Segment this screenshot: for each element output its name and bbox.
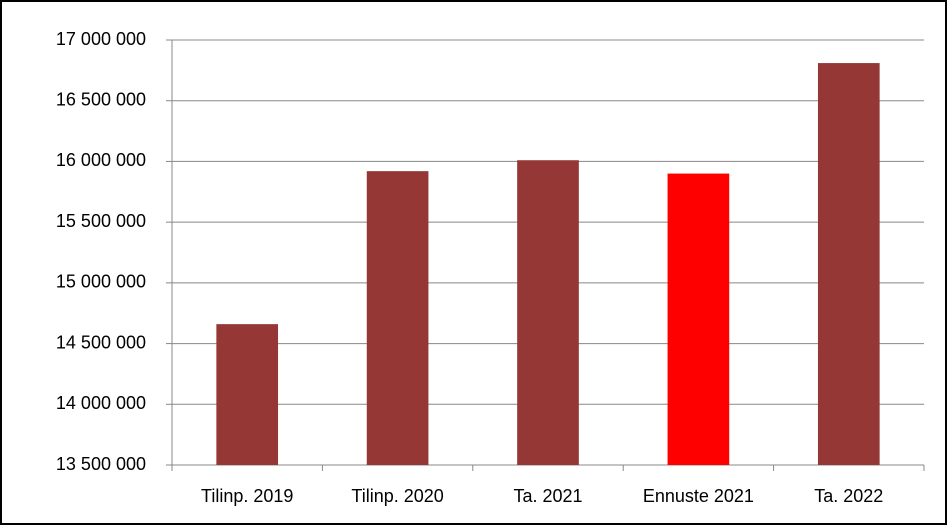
x-tick-label: Tilinp. 2020 bbox=[351, 486, 443, 506]
bar bbox=[667, 173, 730, 466]
y-tick-label: 16 000 000 bbox=[56, 150, 146, 170]
bar bbox=[216, 324, 279, 465]
y-tick-label: 14 000 000 bbox=[56, 393, 146, 413]
y-tick-label: 17 000 000 bbox=[56, 29, 146, 49]
x-tick-label: Ta. 2022 bbox=[814, 486, 883, 506]
x-tick-label: Tilinp. 2019 bbox=[201, 486, 293, 506]
y-tick-label: 13 500 000 bbox=[56, 454, 146, 474]
y-tick-label: 16 500 000 bbox=[56, 89, 146, 109]
bar bbox=[517, 160, 579, 465]
x-tick-label: Ennuste 2021 bbox=[643, 486, 754, 506]
y-tick-label: 15 000 000 bbox=[56, 272, 146, 292]
x-tick-label: Ta. 2021 bbox=[513, 486, 582, 506]
y-tick-label: 14 500 000 bbox=[56, 332, 146, 352]
y-tick-label: 15 500 000 bbox=[56, 211, 146, 231]
bar bbox=[366, 171, 429, 465]
bar bbox=[817, 63, 880, 465]
